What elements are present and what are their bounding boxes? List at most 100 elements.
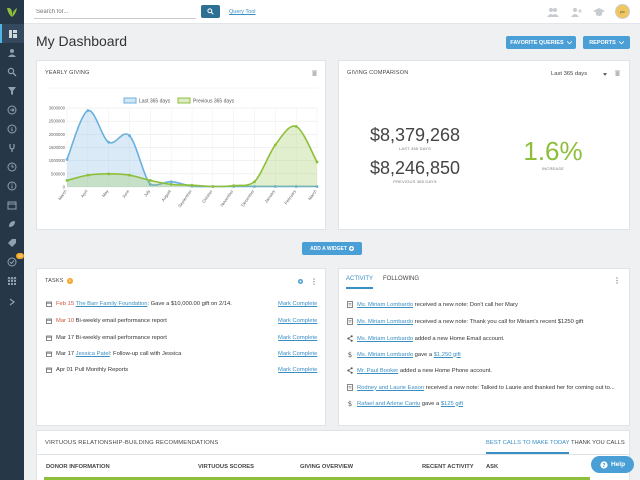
task-checkbox[interactable] <box>46 351 52 357</box>
activity-description: gave a <box>420 400 441 407</box>
activity-description: added a new Home Phone account. <box>398 367 493 374</box>
data-point <box>148 182 152 186</box>
data-point <box>128 134 131 138</box>
activity-icon: $ <box>346 351 353 358</box>
task-text: Mar 10 Bi-weekly email performance repor… <box>56 318 167 324</box>
help-label: Help <box>610 461 626 468</box>
activity-description: received a new note: Thank you call for … <box>413 318 584 325</box>
sidebar-item-activity[interactable] <box>0 100 24 119</box>
sidebar-item-tasks[interactable]: 12 <box>0 252 25 271</box>
task-link[interactable]: The Barr Family Foundation <box>75 301 148 307</box>
activity-contact-link[interactable]: Ms. Miriam Lombardo <box>357 301 414 308</box>
favorite-queries-button[interactable]: FAVORITE QUERIES <box>506 36 576 49</box>
activity-description: received a new note: Don't call her Mary <box>413 301 518 308</box>
mark-complete-link[interactable]: Mark Complete <box>278 301 318 307</box>
task-checkbox[interactable] <box>46 335 52 341</box>
mark-complete-link[interactable]: Mark Complete <box>278 367 318 373</box>
activity-text: Rodney and Laurie Eason received a new n… <box>357 385 615 391</box>
page-title: My Dashboard <box>36 33 128 49</box>
tab-thank-you-calls[interactable]: THANK YOU CALLS <box>571 440 625 446</box>
tab-activity[interactable]: ACTIVITY <box>346 276 374 289</box>
search-input[interactable] <box>34 5 196 19</box>
column-header-scores: VIRTUOUS SCORES <box>198 464 255 470</box>
dollar-icon: $ <box>347 400 351 407</box>
y-tick-label: 2500000 <box>49 119 66 124</box>
task-checkbox[interactable] <box>46 318 52 324</box>
help-button[interactable]: ? Help <box>591 456 634 473</box>
delete-widget-button[interactable] <box>311 69 317 77</box>
task-description: : Gave a $10,000.00 gift on 2/14. <box>147 301 232 307</box>
activity-contact-link[interactable]: Ms. Miriam Lombardo <box>357 351 414 358</box>
sidebar-item-dashboard[interactable] <box>0 24 24 43</box>
activity-contact-link[interactable]: Ms. Miriam Lombardo <box>357 318 414 325</box>
add-contact-button[interactable] <box>569 5 583 19</box>
yearly-giving-card: YEARLY GIVING 3000000 2500000 2000000 15000… <box>36 60 326 230</box>
search-button[interactable] <box>201 5 220 18</box>
activity-contact-link[interactable]: Ms. Miriam Lombardo <box>357 335 414 342</box>
increase-value: 1.6% <box>523 136 583 166</box>
activity-gift-link[interactable]: $125 gift <box>440 400 464 407</box>
range-select[interactable]: Last 365 days <box>551 69 607 79</box>
activity-text: Ms. Miriam Lombardo received a new note:… <box>357 302 518 308</box>
sidebar-item-queries[interactable] <box>0 81 24 100</box>
task-description: Bi-weekly email performance report <box>75 335 167 341</box>
sidebar-item-more[interactable] <box>0 292 24 311</box>
sidebar-item-workflows[interactable] <box>0 138 24 157</box>
tasks-settings-button[interactable] <box>297 278 304 285</box>
activity-item: Ms. Miriam Lombardo added a new Home Ema… <box>346 335 505 342</box>
add-person-icon <box>571 7 582 17</box>
training-button[interactable] <box>592 5 606 19</box>
mark-complete-link[interactable]: Mark Complete <box>278 318 318 324</box>
activity-contact-link[interactable]: Mr. Paul Booker <box>357 367 399 374</box>
sidebar-item-campaigns[interactable] <box>0 214 24 233</box>
y-tick-label: 2000000 <box>49 132 66 137</box>
data-point <box>148 179 152 182</box>
app-logo[interactable] <box>0 0 24 24</box>
sidebar-item-gifts[interactable]: $ <box>0 119 24 138</box>
x-tick-label: June <box>121 188 131 199</box>
legend-label: Previous 365 days <box>193 99 235 105</box>
sidebar-item-calendar[interactable] <box>0 195 24 214</box>
tab-following[interactable]: FOLLOWING <box>383 276 420 282</box>
task-checkbox[interactable] <box>46 301 52 307</box>
calendar-icon <box>7 201 17 209</box>
add-widget-button[interactable]: ADD A WIDGET <box>302 242 362 255</box>
activity-item: Ms. Miriam Lombardo received a new note:… <box>346 318 583 325</box>
plus-circle-icon <box>348 246 354 251</box>
data-point <box>273 185 277 188</box>
data-point <box>86 173 90 177</box>
mark-complete-link[interactable]: Mark Complete <box>278 335 318 341</box>
x-tick-label: May <box>101 188 110 198</box>
activity-text: Rafael and Arlene Cantu gave a $125 gift <box>357 401 463 407</box>
notification-badge: 12 <box>16 253 25 259</box>
sidebar-item-contacts[interactable] <box>0 43 24 62</box>
reports-button[interactable]: REPORTS <box>583 36 630 49</box>
share-icon <box>346 335 353 342</box>
sidebar-item-projects[interactable] <box>0 176 24 195</box>
activity-contact-link[interactable]: Rafael and Arlene Cantu <box>357 400 421 407</box>
query-tool-link[interactable]: Query Tool <box>229 9 256 15</box>
contacts-button[interactable] <box>546 5 560 19</box>
tab-best-calls[interactable]: BEST CALLS TO MAKE TODAY <box>486 440 570 454</box>
activity-menu-button[interactable] <box>614 276 620 284</box>
avatar[interactable]: pic <box>615 4 630 19</box>
tasks-menu-button[interactable] <box>311 277 317 285</box>
legend-swatch <box>123 97 137 104</box>
question-circle-icon: ? <box>600 460 608 469</box>
search-icon <box>207 8 214 15</box>
activity-contact-link[interactable]: Rodney and Laurie Eason <box>357 384 425 391</box>
recommendations-title: VIRTUOUS RELATIONSHIP-BUILDING RECOMMEND… <box>45 440 219 446</box>
mark-complete-link[interactable]: Mark Complete <box>278 351 318 357</box>
data-point <box>169 182 173 186</box>
sidebar-item-history[interactable] <box>0 157 24 176</box>
sidebar-more-label: more <box>7 276 17 281</box>
task-link[interactable]: Jessica Patel <box>75 351 110 357</box>
sidebar-item-apps[interactable] <box>0 271 24 290</box>
delete-widget-button[interactable] <box>614 69 620 77</box>
activity-icon <box>346 367 353 374</box>
task-checkbox[interactable] <box>46 367 52 373</box>
note-icon <box>346 301 353 308</box>
sidebar-item-search[interactable] <box>0 62 24 81</box>
sidebar-item-volunteers[interactable] <box>0 233 24 252</box>
activity-gift-link[interactable]: $1,250 gift <box>433 351 461 358</box>
